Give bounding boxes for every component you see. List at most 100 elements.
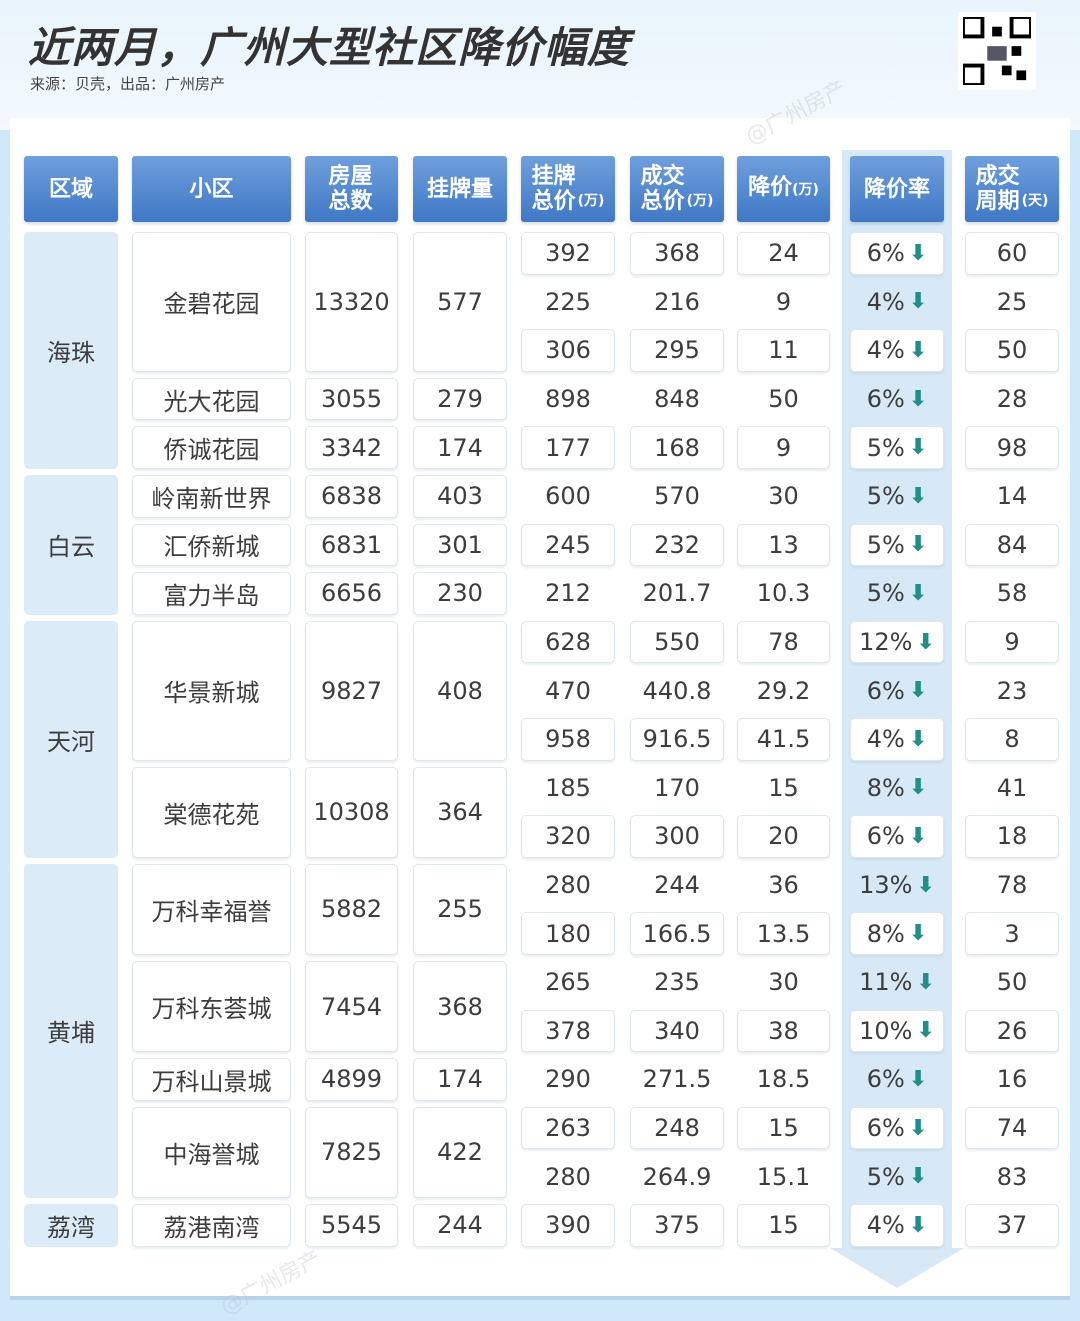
deal-price: 168	[630, 426, 724, 469]
cut-rate: 4% ⬇	[850, 281, 944, 324]
deal-price: 300	[630, 815, 724, 858]
house-count: 7454	[305, 961, 398, 1053]
cut-rate: 4% ⬇	[850, 329, 944, 372]
district-name: 白云	[24, 475, 118, 615]
community-name: 侨诚花园	[132, 426, 291, 469]
cut-rate-value: 8%	[866, 919, 905, 948]
down-arrow-icon: ⬇	[908, 823, 928, 849]
cut-rate: 5% ⬇	[850, 572, 944, 615]
cut-rate-value: 8%	[866, 773, 905, 802]
down-arrow-icon: ⬇	[908, 775, 928, 801]
cut-rate-value: 5%	[866, 433, 905, 462]
down-arrow-icon: ⬇	[908, 435, 928, 461]
cut-rate: 10% ⬇	[850, 1009, 944, 1053]
cut-rate: 6% ⬇	[850, 232, 944, 275]
deal-price: 848	[654, 385, 700, 414]
price-cut: 78	[737, 620, 830, 664]
district-name: 天河	[24, 620, 118, 858]
cut-rate-value: 13%	[859, 871, 913, 900]
cut-rate-value: 12%	[859, 628, 913, 657]
price-cut: 15.1	[756, 1162, 811, 1191]
listing-count: 174	[413, 1058, 507, 1101]
deal-price: 550	[630, 620, 724, 664]
house-count: 6656	[305, 572, 398, 615]
list-price: 265	[545, 968, 591, 997]
deal-cycle: 26	[965, 1009, 1059, 1053]
listing-count: 368	[413, 961, 507, 1053]
deal-price: 340	[630, 1009, 724, 1053]
column-unit: (万)	[686, 193, 714, 209]
down-arrow-icon: ⬇	[908, 483, 928, 509]
house-count: 4899	[305, 1058, 398, 1101]
column-label: 成交总价	[640, 164, 685, 214]
deal-cycle: 84	[965, 523, 1059, 567]
cut-rate-value: 6%	[866, 239, 905, 268]
deal-price: 166.5	[630, 912, 724, 955]
cut-rate: 5% ⬇	[850, 523, 944, 567]
column-label: 小区	[189, 176, 234, 202]
price-cut: 38	[737, 1009, 830, 1053]
cut-rate-value: 6%	[866, 1114, 905, 1143]
cut-rate: 12% ⬇	[850, 620, 944, 664]
cut-rate: 5% ⬇	[850, 475, 944, 518]
deal-price: 232	[630, 523, 724, 567]
house-count: 6838	[305, 475, 398, 518]
column-label: 挂牌量	[426, 176, 493, 202]
deal-cycle: 18	[965, 815, 1059, 858]
list-price: 180	[521, 912, 615, 955]
price-cut: 36	[768, 871, 799, 900]
down-arrow-icon: ⬇	[908, 532, 928, 558]
deal-cycle: 50	[996, 968, 1028, 997]
community-name: 光大花园	[132, 377, 291, 421]
price-cut: 15	[768, 773, 799, 802]
down-arrow-icon: ⬇	[908, 921, 928, 947]
house-count: 3055	[305, 377, 398, 421]
community-name: 万科幸福誉	[132, 863, 291, 955]
list-price: 320	[521, 815, 615, 858]
list-price: 280	[545, 871, 591, 900]
deal-price: 368	[630, 232, 724, 275]
price-cut: 10.3	[756, 579, 811, 608]
column-unit: (万)	[577, 193, 605, 209]
price-cut: 9	[737, 426, 830, 469]
list-price: 898	[545, 385, 591, 414]
list-price: 378	[521, 1009, 615, 1053]
cut-rate: 6% ⬇	[850, 378, 944, 421]
list-price: 390	[521, 1204, 615, 1247]
list-price: 290	[545, 1065, 591, 1094]
price-cut: 9	[775, 287, 792, 316]
list-price: 470	[545, 676, 591, 705]
cut-rate-value: 4%	[866, 1211, 905, 1240]
deal-cycle: 16	[996, 1065, 1028, 1094]
district-name: 海珠	[24, 232, 118, 469]
listing-count: 244	[413, 1204, 507, 1247]
deal-cycle: 8	[965, 718, 1059, 761]
deal-price: 248	[630, 1106, 724, 1150]
list-price: 245	[521, 523, 615, 567]
column-unit: (天)	[1021, 193, 1049, 209]
column-header-list_price: 挂牌总价 (万)	[521, 156, 615, 222]
price-cut: 30	[768, 482, 799, 511]
listing-count: 577	[413, 232, 507, 372]
listing-count: 403	[413, 475, 507, 518]
down-arrow-icon: ⬇	[908, 337, 928, 363]
column-header-cut: 降价(万)	[737, 156, 830, 222]
district-name: 荔湾	[24, 1204, 118, 1247]
deal-cycle: 58	[996, 579, 1028, 608]
list-price: 185	[545, 773, 591, 802]
cut-rate: 4% ⬇	[850, 718, 944, 761]
house-count: 5882	[305, 863, 398, 955]
deal-cycle: 50	[965, 329, 1059, 372]
cut-rate: 6% ⬇	[850, 1106, 944, 1150]
cut-rate-value: 4%	[866, 287, 905, 316]
deal-cycle: 9	[965, 620, 1059, 664]
cut-rate-value: 4%	[866, 336, 905, 365]
column-header-houses: 房屋总数	[305, 156, 398, 222]
qr-code-icon	[961, 15, 1033, 87]
cut-rate-value: 6%	[866, 385, 905, 414]
deal-cycle: 14	[996, 482, 1028, 511]
down-arrow-icon: ⬇	[908, 386, 928, 412]
cut-rate-value: 5%	[866, 530, 905, 559]
deal-cycle: 74	[965, 1106, 1059, 1150]
deal-price: 295	[630, 329, 724, 372]
